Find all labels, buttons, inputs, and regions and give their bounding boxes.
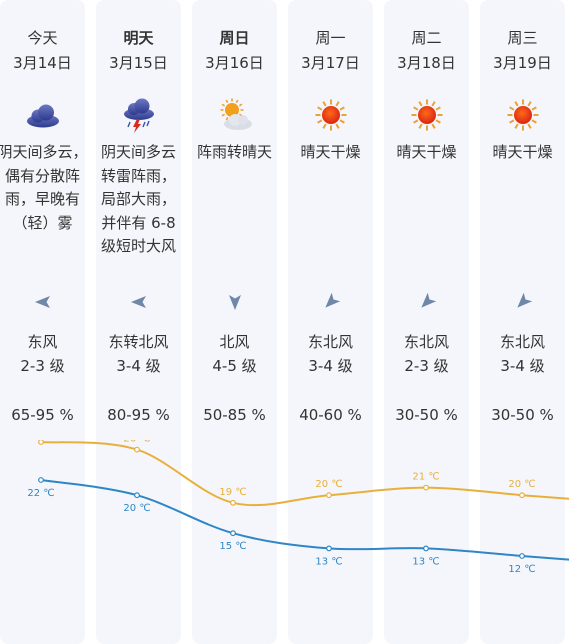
day-column: 明天 3月15日阴天间多云转雷阵雨，局部大雨，并伴有 6-8 级短时大风东转北风 3… [96, 0, 181, 644]
date-label: 3月18日 [397, 54, 456, 72]
wind-level: 3-4 级 [308, 356, 353, 375]
thunderstorm-cloud-icon [120, 96, 158, 134]
day-column: 周一 3月17日晴天干燥东北风 3-4 级 40-60 % [288, 0, 373, 644]
wind-info: 东转北风 3-4 级 [96, 331, 181, 378]
wind-arrow-north-icon [224, 291, 246, 313]
sun-behind-cloud-icon [216, 96, 254, 134]
humidity-range: 40-60 % [299, 406, 362, 424]
wind-arrow-east-icon [128, 291, 150, 313]
weather-description: 阴天间多云转雷阵雨，局部大雨，并伴有 6-8 级短时大风 [100, 143, 176, 255]
wind-direction: 东北风 [307, 333, 353, 351]
day-label: 明天 [123, 29, 154, 47]
wind-level: 3-4 级 [500, 356, 545, 375]
date-label: 3月19日 [493, 54, 552, 72]
wind-direction: 东北风 [403, 333, 449, 351]
date-label: 3月15日 [109, 54, 168, 72]
wind-direction: 东风 [27, 333, 58, 351]
wind-level: 4-5 级 [212, 356, 257, 375]
sunny-icon [504, 96, 542, 134]
wind-arrow-east-icon [32, 291, 54, 313]
day-label: 今天 [27, 29, 58, 47]
wind-level: 3-4 级 [116, 356, 161, 375]
sunny-icon [408, 96, 446, 134]
day-column: 周日 3月16日阵雨转晴天北风 4-5 级 50-85 % [192, 0, 277, 644]
wind-arrow-northeast-icon [512, 291, 534, 313]
wind-info: 东北风 3-4 级 [288, 331, 373, 378]
date-label: 3月14日 [13, 54, 72, 72]
weather-description: 阴天间多云，偶有分散阵雨，早晚有（轻）雾 [0, 143, 88, 232]
day-label: 周二 [411, 29, 442, 47]
wind-info: 东风 2-3 级 [0, 331, 85, 378]
wind-arrow-northeast-icon [416, 291, 438, 313]
weather-description: 阵雨转晴天 [196, 143, 272, 161]
wind-level: 2-3 级 [404, 356, 449, 375]
sunny-icon [312, 96, 350, 134]
humidity-range: 80-95 % [107, 406, 170, 424]
wind-direction: 北风 [219, 333, 250, 351]
wind-level: 2-3 级 [20, 356, 65, 375]
weather-description: 晴天干燥 [396, 143, 457, 161]
weather-description: 晴天干燥 [300, 143, 361, 161]
wind-info: 北风 4-5 级 [192, 331, 277, 378]
day-column: 周三 3月19日晴天干燥东北风 3-4 级 30-50 % [480, 0, 565, 644]
day-label: 周三 [507, 29, 538, 47]
humidity-range: 30-50 % [395, 406, 458, 424]
wind-arrow-northeast-icon [320, 291, 342, 313]
date-label: 3月16日 [205, 54, 264, 72]
wind-info: 东北风 2-3 级 [384, 331, 469, 378]
overcast-cloud-icon [24, 96, 62, 134]
wind-direction: 东北风 [499, 333, 545, 351]
wind-direction: 东转北风 [108, 333, 169, 351]
day-label: 周一 [315, 29, 346, 47]
wind-info: 东北风 3-4 级 [480, 331, 565, 378]
humidity-range: 30-50 % [491, 406, 554, 424]
day-column: 今天 3月14日阴天间多云，偶有分散阵雨，早晚有（轻）雾东风 2-3 级 65-95 … [0, 0, 88, 644]
humidity-range: 50-85 % [203, 406, 266, 424]
day-column: 周二 3月18日晴天干燥东北风 2-3 级 30-50 % [384, 0, 469, 644]
weather-description: 晴天干燥 [492, 143, 553, 161]
humidity-range: 65-95 % [11, 406, 74, 424]
day-label: 周日 [219, 29, 250, 47]
date-label: 3月17日 [301, 54, 360, 72]
